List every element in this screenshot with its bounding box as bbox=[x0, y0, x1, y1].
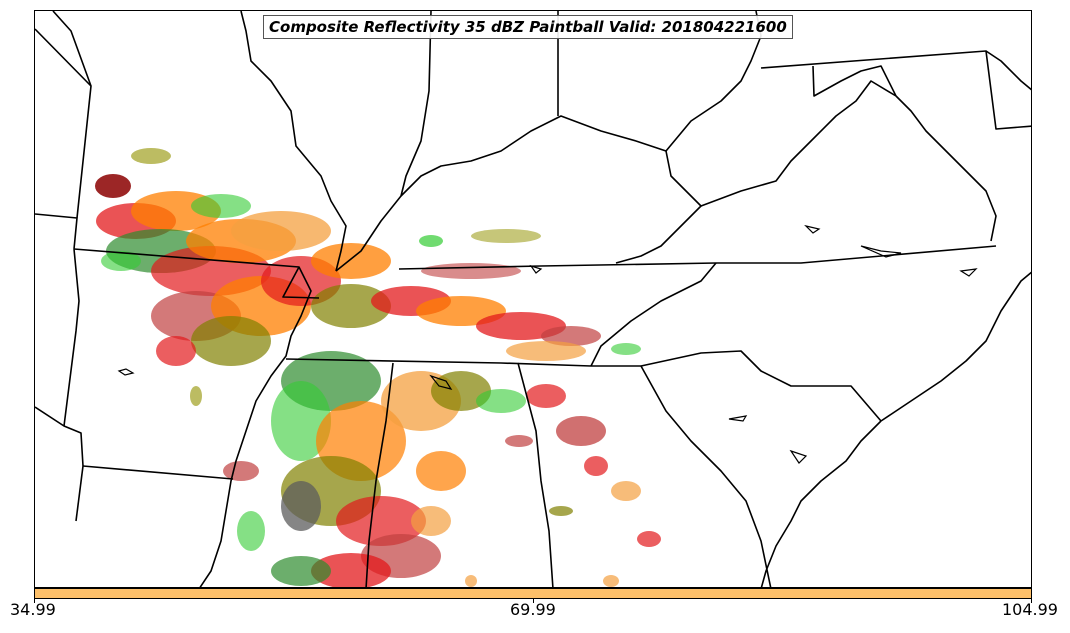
colorbar-tick-mid: 69.99 bbox=[510, 600, 556, 619]
reflectivity-blob bbox=[411, 506, 451, 536]
colorbar-tick-min: 34.99 bbox=[10, 600, 56, 619]
reflectivity-blob bbox=[603, 575, 619, 587]
reflectivity-blob bbox=[541, 326, 601, 346]
reflectivity-blob bbox=[471, 229, 541, 243]
reflectivity-blob bbox=[421, 263, 521, 279]
reflectivity-blob bbox=[101, 251, 141, 271]
reflectivity-blob bbox=[191, 194, 251, 218]
reflectivity-blob bbox=[584, 456, 608, 476]
reflectivity-blob bbox=[311, 553, 391, 587]
reflectivity-blob bbox=[611, 481, 641, 501]
lakes bbox=[117, 224, 978, 464]
reflectivity-blob bbox=[131, 148, 171, 164]
reflectivity-blob bbox=[465, 575, 477, 587]
reflectivity-blob bbox=[419, 235, 443, 247]
reflectivity-blob bbox=[556, 416, 606, 446]
reflectivity-blob bbox=[476, 389, 526, 413]
reflectivity-blob bbox=[416, 451, 466, 491]
reflectivity-blob bbox=[281, 481, 321, 531]
reflectivity-blob bbox=[336, 496, 426, 546]
colorbar bbox=[34, 588, 1032, 599]
reflectivity-blob bbox=[311, 243, 391, 279]
colorbar-tick-max: 104.99 bbox=[1002, 600, 1058, 619]
reflectivity-blob bbox=[311, 284, 391, 328]
paintball-map bbox=[35, 11, 1031, 587]
colorbar-tick-mark-max bbox=[1031, 599, 1032, 603]
map-panel bbox=[34, 10, 1032, 588]
reflectivity-blob bbox=[611, 343, 641, 355]
reflectivity-blob bbox=[156, 336, 196, 366]
state-boundaries bbox=[35, 11, 1031, 587]
colorbar-tick-mark-min bbox=[34, 599, 35, 603]
reflectivity-blob bbox=[190, 386, 202, 406]
reflectivity-blob bbox=[549, 506, 573, 516]
reflectivity-blob bbox=[271, 556, 331, 586]
reflectivity-blob bbox=[237, 511, 265, 551]
reflectivity-blob bbox=[637, 531, 661, 547]
reflectivity-blob bbox=[95, 174, 131, 198]
reflectivity-blob bbox=[231, 211, 331, 251]
reflectivity-blob bbox=[506, 341, 586, 361]
reflectivity-blob bbox=[505, 435, 533, 447]
map-title: Composite Reflectivity 35 dBZ Paintball … bbox=[263, 15, 793, 39]
reflectivity-paintball-layer bbox=[95, 148, 661, 587]
reflectivity-blob bbox=[526, 384, 566, 408]
reflectivity-blob bbox=[191, 316, 271, 366]
colorbar-tick-mark-mid bbox=[533, 599, 534, 603]
